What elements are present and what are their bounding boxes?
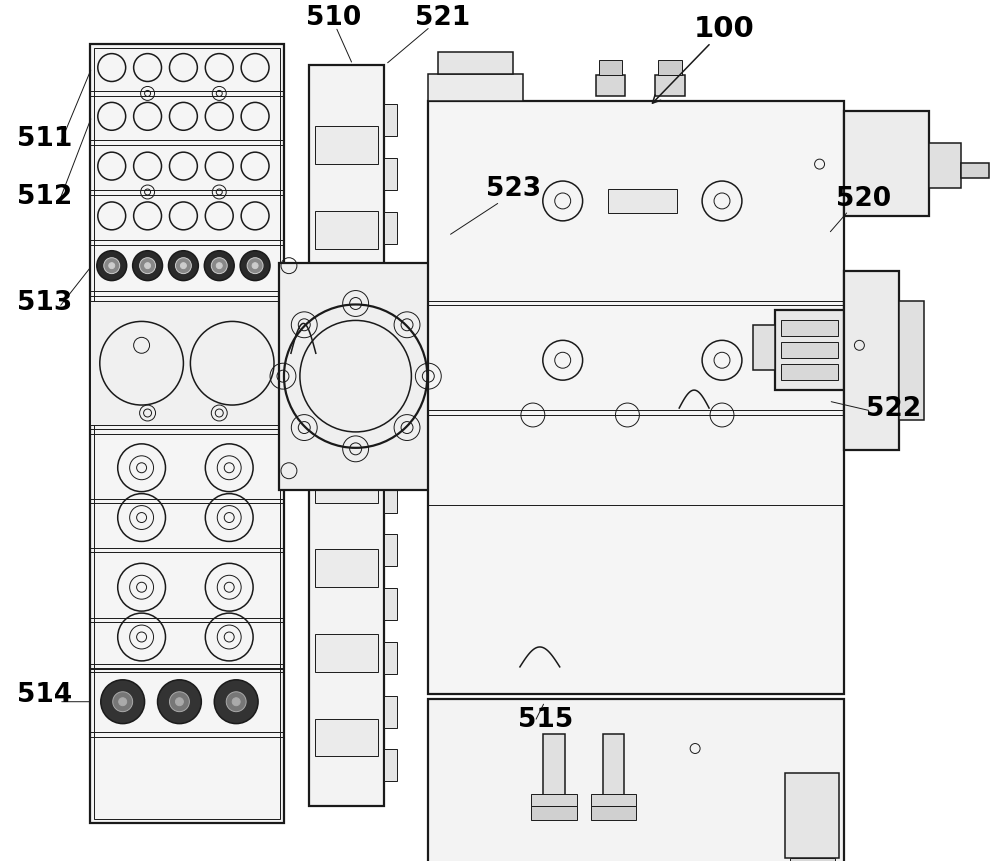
Bar (658, 59, 682, 75)
Circle shape (109, 263, 115, 269)
Circle shape (232, 697, 240, 706)
Bar (309, 65, 384, 806)
Bar (384, 319, 397, 351)
Text: 510: 510 (306, 5, 361, 31)
Bar (844, 111, 929, 216)
Bar (781, 320, 838, 337)
Circle shape (133, 251, 163, 281)
Circle shape (140, 257, 156, 274)
Bar (899, 300, 924, 420)
Bar (90, 44, 284, 823)
Text: 512: 512 (17, 184, 72, 210)
Bar (599, 59, 622, 75)
Circle shape (158, 680, 201, 723)
Circle shape (216, 263, 222, 269)
Bar (384, 373, 397, 405)
Bar (384, 588, 397, 620)
Bar (790, 858, 835, 861)
Bar (384, 749, 397, 781)
Bar (315, 634, 378, 672)
Bar (428, 102, 844, 694)
Bar (384, 158, 397, 190)
Bar (384, 212, 397, 244)
Circle shape (211, 257, 227, 274)
Text: 523: 523 (486, 176, 541, 202)
Bar (591, 806, 636, 821)
Circle shape (175, 697, 183, 706)
Bar (603, 734, 624, 798)
Bar (384, 480, 397, 512)
Bar (961, 163, 989, 178)
Circle shape (204, 251, 234, 281)
Bar (384, 696, 397, 728)
Circle shape (226, 691, 246, 712)
Circle shape (101, 680, 145, 723)
Circle shape (145, 263, 151, 269)
Text: 513: 513 (17, 290, 72, 317)
Text: 522: 522 (866, 396, 921, 422)
Text: 514: 514 (17, 682, 72, 708)
Bar (384, 104, 397, 136)
Bar (655, 75, 685, 96)
Bar (753, 325, 775, 370)
Bar (531, 795, 577, 806)
Bar (315, 381, 378, 418)
Bar (384, 535, 397, 567)
Text: 520: 520 (836, 186, 892, 212)
Bar (781, 343, 838, 358)
Bar (315, 719, 378, 757)
Bar (315, 465, 378, 503)
Text: 100: 100 (694, 15, 755, 43)
Bar (279, 263, 433, 490)
Bar (596, 75, 625, 96)
Circle shape (240, 251, 270, 281)
Bar (90, 300, 284, 425)
Circle shape (175, 257, 191, 274)
Circle shape (113, 691, 133, 712)
Bar (384, 427, 397, 459)
Text: 515: 515 (518, 707, 573, 733)
Circle shape (104, 257, 120, 274)
Bar (438, 52, 513, 73)
Bar (775, 311, 844, 390)
Bar (428, 699, 844, 861)
Circle shape (169, 691, 189, 712)
Bar (315, 211, 378, 249)
Bar (591, 795, 636, 806)
Bar (384, 642, 397, 674)
Text: 521: 521 (415, 5, 471, 31)
Bar (531, 806, 577, 821)
Bar (315, 549, 378, 587)
Circle shape (180, 263, 186, 269)
Circle shape (119, 697, 127, 706)
Circle shape (252, 263, 258, 269)
Text: 511: 511 (17, 127, 73, 152)
Circle shape (214, 680, 258, 723)
Bar (785, 773, 839, 858)
Bar (94, 47, 280, 819)
Bar (384, 266, 397, 298)
Bar (781, 364, 838, 381)
Bar (428, 73, 523, 102)
Bar (929, 143, 961, 188)
Bar (844, 270, 899, 449)
Circle shape (168, 251, 198, 281)
Circle shape (247, 257, 263, 274)
Bar (315, 127, 378, 164)
Bar (315, 295, 378, 333)
Bar (543, 734, 565, 798)
Bar (608, 189, 677, 213)
Circle shape (97, 251, 127, 281)
